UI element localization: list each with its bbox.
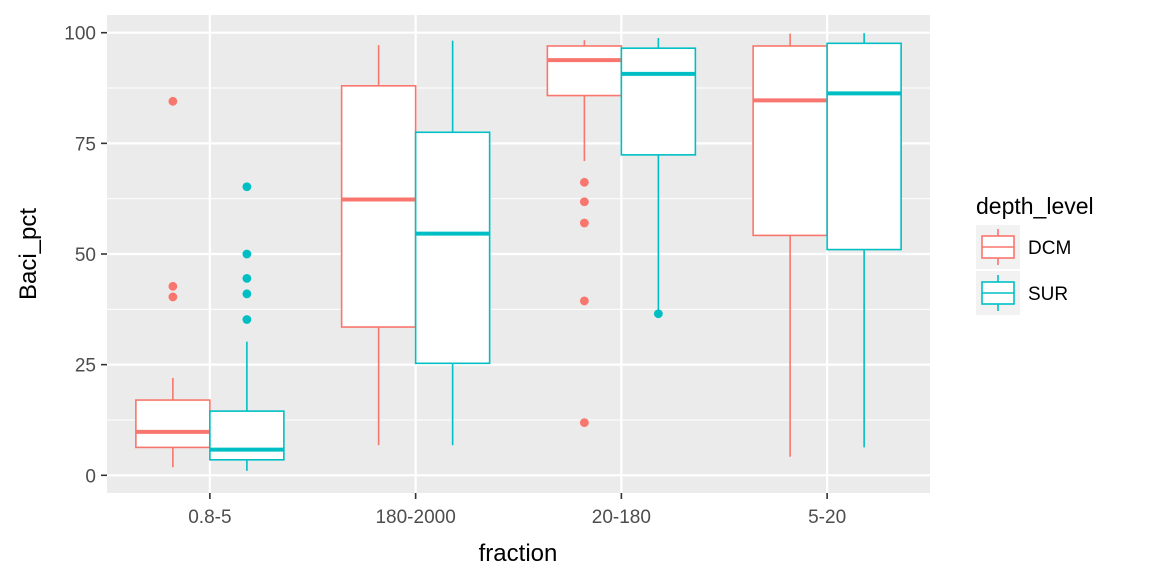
box-dcm-180-2000 bbox=[340, 45, 417, 446]
legend-keys: DCM SUR bbox=[976, 225, 1071, 315]
outlier-point bbox=[579, 177, 589, 187]
y-tick-label: 0 bbox=[85, 466, 96, 487]
legend-title: depth_level bbox=[976, 193, 1094, 219]
outlier-point bbox=[242, 249, 252, 259]
x-tick-label: 0.8-5 bbox=[188, 507, 231, 528]
y-tick-label: 25 bbox=[75, 356, 96, 377]
box-iqr bbox=[340, 85, 417, 328]
box-iqr bbox=[546, 45, 623, 97]
box-iqr bbox=[752, 45, 828, 237]
outlier-point bbox=[242, 315, 252, 324]
x-tick-label: 20-180 bbox=[592, 507, 651, 528]
outlier-point bbox=[653, 309, 663, 319]
y-tick-label: 100 bbox=[64, 24, 96, 45]
box-sur-180-2000 bbox=[414, 40, 491, 446]
box-iqr bbox=[620, 47, 697, 156]
y-tick-label: 75 bbox=[75, 134, 96, 155]
boxes-layer bbox=[135, 33, 902, 471]
outlier-point bbox=[242, 289, 252, 299]
legend: depth_level DCM SUR bbox=[976, 193, 1094, 315]
outlier-point bbox=[168, 281, 178, 291]
y-axis-title: Baci_pct bbox=[15, 208, 42, 300]
x-tick-label: 5-20 bbox=[808, 507, 846, 528]
x-tick-label: 180-2000 bbox=[375, 507, 455, 528]
box-iqr bbox=[209, 410, 285, 461]
outlier-point bbox=[579, 218, 589, 228]
box-dcm-0.8-5 bbox=[135, 96, 211, 468]
outlier-point bbox=[168, 292, 178, 302]
x-axis-title: fraction bbox=[479, 540, 558, 567]
outlier-point bbox=[168, 96, 178, 106]
box-sur-5-20 bbox=[826, 33, 902, 448]
outlier-point bbox=[579, 296, 589, 306]
outlier-point bbox=[242, 182, 252, 192]
box-sur-20-180 bbox=[620, 38, 697, 319]
box-dcm-5-20 bbox=[752, 33, 828, 457]
box-sur-0.8-5 bbox=[209, 182, 285, 471]
box-iqr bbox=[414, 131, 491, 365]
x-axis: 0.8-5 180-2000 20-180 5-20 bbox=[188, 493, 846, 528]
y-tick-label: 50 bbox=[75, 245, 96, 266]
box-iqr bbox=[135, 399, 211, 449]
y-axis: 0 25 50 75 100 bbox=[64, 24, 107, 487]
outlier-point bbox=[242, 273, 252, 283]
box-dcm-20-180 bbox=[546, 40, 623, 428]
legend-key-dcm: DCM bbox=[976, 225, 1071, 269]
legend-label: SUR bbox=[1028, 284, 1068, 305]
outlier-point bbox=[579, 418, 589, 428]
legend-label: DCM bbox=[1028, 238, 1071, 259]
outlier-point bbox=[579, 197, 589, 207]
legend-key-sur: SUR bbox=[976, 271, 1068, 315]
box-iqr bbox=[826, 42, 902, 251]
